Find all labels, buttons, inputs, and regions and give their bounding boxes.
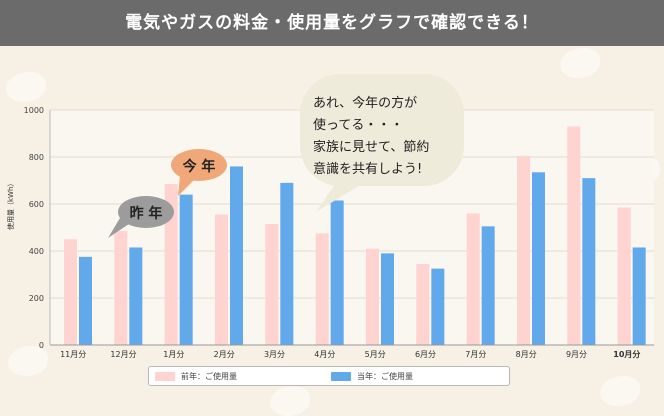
bar-prev-year xyxy=(215,214,228,345)
legend-swatch-prev xyxy=(155,372,175,381)
leaf-decoration xyxy=(270,386,310,416)
x-tick-label: 1月分 xyxy=(163,350,184,359)
x-tick-label: 11月分 xyxy=(60,350,86,359)
x-tick-label: 7月分 xyxy=(465,350,486,359)
bar-prev-year xyxy=(416,263,430,345)
x-tick-label: 10月分 xyxy=(613,349,640,359)
x-tick-label: 9月分 xyxy=(566,350,587,359)
x-tick-label: 5月分 xyxy=(365,350,386,359)
bar-curr-year xyxy=(431,268,445,345)
x-tick-label: 8月分 xyxy=(516,350,537,359)
bar-curr-year xyxy=(129,247,143,345)
bubble-last-year: 昨 年 xyxy=(108,196,174,238)
y-axis-label: 使用量（kWh） xyxy=(7,179,15,230)
y-tick-label: 0 xyxy=(39,341,44,350)
bar-prev-year xyxy=(64,239,77,345)
bar-prev-year xyxy=(567,126,581,345)
y-tick-label: 200 xyxy=(29,294,44,303)
bar-curr-year xyxy=(230,166,243,345)
legend-swatch-curr xyxy=(331,372,351,381)
y-tick-label: 600 xyxy=(29,200,44,209)
bar-curr-year xyxy=(582,178,596,345)
legend-label-prev: 前年：ご使用量 xyxy=(181,372,237,381)
bar-curr-year xyxy=(179,194,193,345)
bar-prev-year xyxy=(517,155,530,345)
bar-prev-year xyxy=(265,223,279,345)
bar-curr-year xyxy=(481,226,495,345)
message-line-4: 意識を共有しよう! xyxy=(313,161,422,177)
y-tick-label: 1000 xyxy=(24,106,44,115)
bubble-last-year-text: 昨 年 xyxy=(130,205,163,222)
page-banner: 電気やガスの料金・使用量をグラフで確認できる！ xyxy=(0,0,664,46)
leaf-decoration xyxy=(6,72,46,102)
bar-curr-year xyxy=(330,200,344,345)
legend-label-curr: 当年：ご使用量 xyxy=(357,372,413,381)
bar-prev-year xyxy=(164,184,178,345)
message-line-2: 使ってる・・・ xyxy=(313,117,403,133)
x-tick-label: 4月分 xyxy=(314,350,335,359)
bar-prev-year xyxy=(315,233,329,345)
bar-curr-year xyxy=(381,253,394,345)
x-tick-label: 6月分 xyxy=(415,350,436,359)
x-tick-label: 3月分 xyxy=(264,350,285,359)
bar-curr-year xyxy=(632,247,646,345)
x-tick-label: 12月分 xyxy=(110,350,136,359)
bar-curr-year xyxy=(532,172,545,345)
y-tick-label: 400 xyxy=(29,247,44,256)
bar-prev-year xyxy=(466,213,480,345)
message-line-3: 家族に見せて、節約 xyxy=(313,139,429,155)
y-tick-label: 800 xyxy=(29,153,44,162)
bar-prev-year xyxy=(114,231,128,345)
bubble-this-year: 今 年 xyxy=(171,149,227,196)
bar-curr-year xyxy=(280,182,294,345)
x-tick-label: 2月分 xyxy=(214,350,235,359)
bar-curr-year xyxy=(79,256,92,345)
bar-prev-year xyxy=(366,248,379,345)
legend: 前年：ご使用量 当年：ご使用量 xyxy=(148,366,510,386)
leaf-decoration xyxy=(8,346,48,376)
leaf-decoration xyxy=(600,376,640,406)
bubble-this-year-text: 今 年 xyxy=(182,158,216,175)
message-line-1: あれ、今年の方が xyxy=(313,95,417,111)
leaf-decoration xyxy=(560,48,600,78)
bar-prev-year xyxy=(617,207,631,345)
message-bubble: あれ、今年の方が 使ってる・・・ 家族に見せて、節約 意識を共有しよう! xyxy=(300,74,464,212)
